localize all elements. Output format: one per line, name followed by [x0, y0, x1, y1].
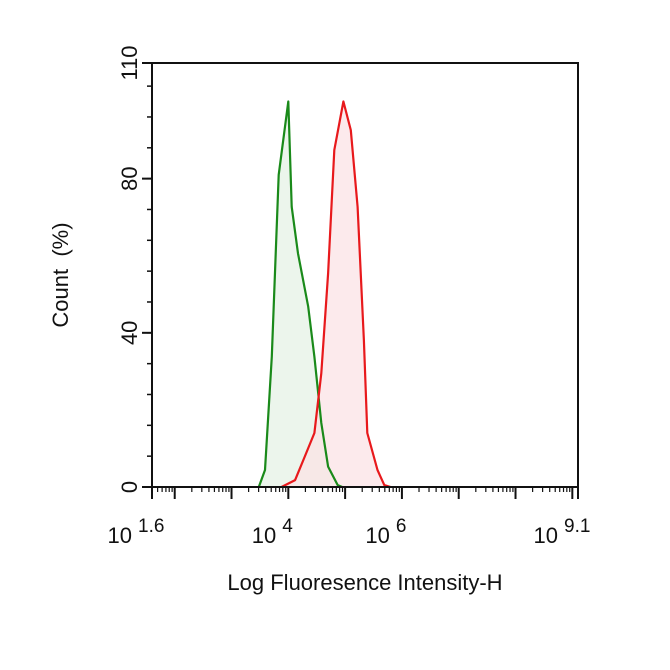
x-tick-base: 10: [252, 523, 276, 548]
y-tick-label: 0: [117, 481, 142, 493]
x-tick-exponent: 4: [282, 516, 293, 537]
y-axis-title: Count (%): [48, 222, 73, 327]
x-tick-exponent: 6: [396, 516, 407, 537]
x-tick-label: 10 6: [365, 516, 406, 548]
x-tick-label: 10 4: [252, 516, 293, 548]
x-tick-label: 10 9.1: [534, 516, 591, 548]
plot-frame: [151, 62, 579, 488]
series-fill-control: [258, 101, 343, 487]
x-tick-base: 10: [534, 523, 558, 548]
series-fill-sample: [281, 101, 391, 487]
y-tick-label: 40: [117, 321, 142, 345]
x-tick-exponent: 1.6: [138, 516, 164, 537]
x-axis-title: Log Fluoresence Intensity-H: [227, 570, 502, 595]
y-tick-label: 110: [117, 45, 142, 80]
x-tick-label: 10 1.6: [108, 516, 165, 548]
x-tick-exponent: 9.1: [564, 516, 590, 537]
series-line-control: [257, 100, 343, 489]
y-tick-label: 80: [117, 166, 142, 190]
series-line-sample: [281, 100, 391, 489]
x-tick-base: 10: [365, 523, 389, 548]
x-tick-base: 10: [108, 523, 132, 548]
